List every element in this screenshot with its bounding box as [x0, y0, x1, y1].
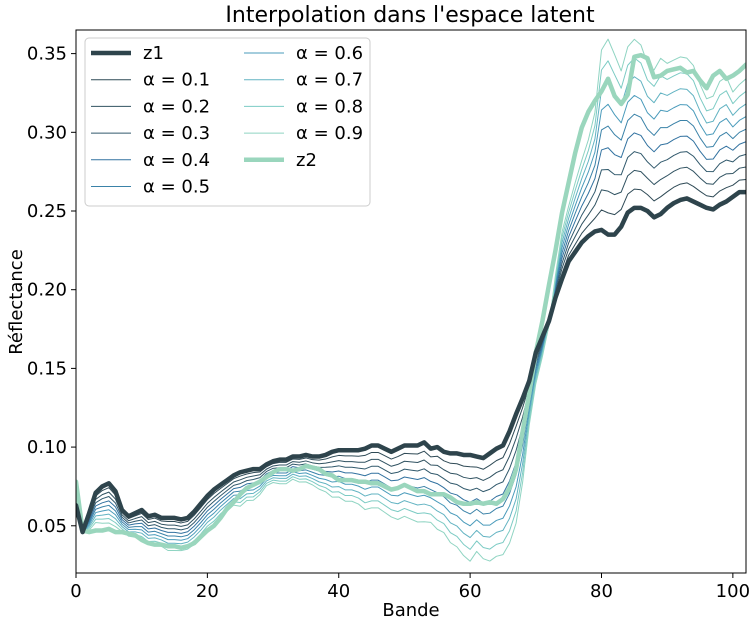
legend-label: z2 [296, 150, 317, 171]
legend-label: α = 0.3 [143, 123, 210, 144]
y-tick-label: 0.20 [27, 280, 67, 301]
y-axis-label: Réflectance [6, 249, 27, 355]
x-tick-label: 100 [716, 581, 750, 602]
series-line-alpha-1 [76, 179, 746, 533]
legend-label: α = 0.8 [296, 96, 363, 117]
x-tick-label: 20 [196, 581, 219, 602]
y-axis: 0.05 0.10 0.15 0.20 0.25 0.30 0.35 [27, 44, 76, 537]
y-tick-label: 0.30 [27, 122, 67, 143]
legend-label: α = 0.4 [143, 150, 210, 171]
legend-label: α = 0.1 [143, 70, 210, 91]
series-line-alpha-3 [76, 151, 746, 534]
legend-label: α = 0.6 [296, 43, 363, 64]
y-tick-label: 0.25 [27, 201, 67, 222]
x-tick-label: 80 [590, 581, 613, 602]
legend-label: z1 [143, 43, 164, 64]
x-tick-label: 0 [70, 581, 81, 602]
series-group [76, 38, 746, 562]
chart-title: Interpolation dans l'espace latent [225, 3, 595, 28]
x-axis: 0 20 40 60 80 100 [70, 573, 750, 602]
series-line-alpha-9 [76, 38, 746, 562]
legend: z1 α = 0.1 α = 0.2 α = 0.3 α = 0.4 α = 0.5 α =… [84, 37, 371, 207]
y-tick-label: 0.15 [27, 358, 67, 379]
series-line-alpha-2 [76, 166, 746, 533]
legend-label: α = 0.5 [143, 177, 210, 198]
series-line-alpha-7 [76, 76, 746, 545]
x-axis-label: Bande [382, 600, 439, 621]
series-line-alpha-6 [76, 94, 746, 541]
legend-label: α = 0.9 [296, 123, 363, 144]
x-tick-label: 60 [459, 581, 482, 602]
y-tick-label: 0.05 [27, 516, 67, 537]
legend-label: α = 0.7 [296, 70, 363, 91]
series-line-alpha-4 [76, 132, 746, 534]
series-line-z2 [76, 52, 746, 551]
plot-frame [75, 29, 747, 574]
y-tick-label: 0.35 [27, 44, 67, 65]
legend-box [84, 37, 371, 207]
x-tick-label: 40 [327, 581, 350, 602]
series-line-z1 [76, 189, 746, 535]
y-tick-label: 0.10 [27, 437, 67, 458]
legend-label: α = 0.2 [143, 96, 210, 117]
